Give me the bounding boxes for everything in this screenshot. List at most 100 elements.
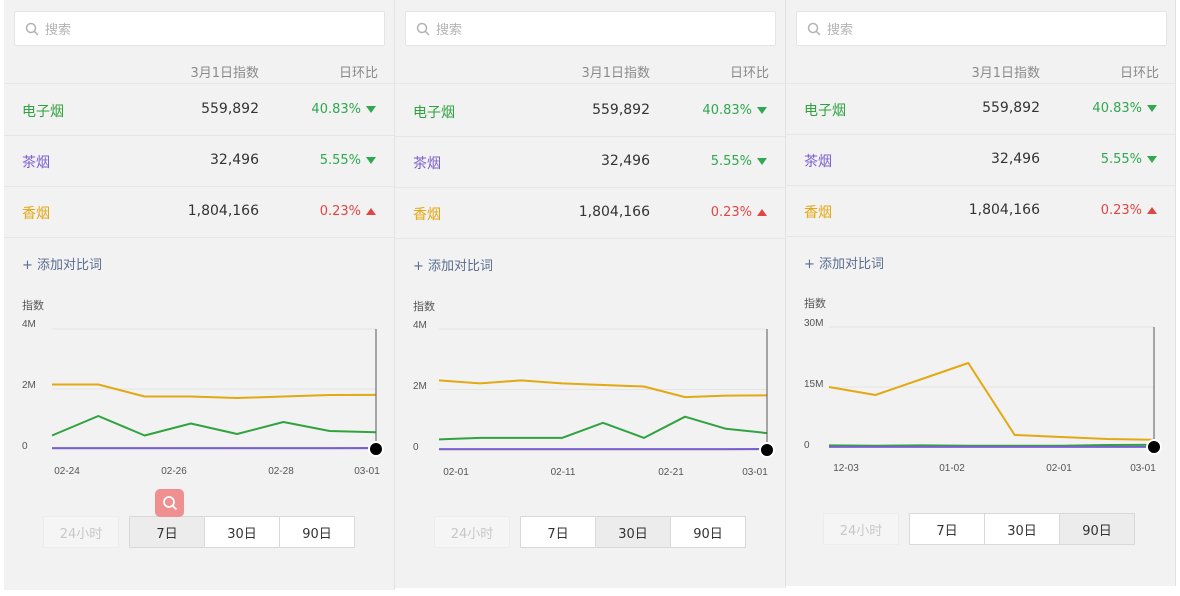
keyword-change: 40.83%	[311, 102, 376, 117]
x-tick-label: 03-01	[354, 466, 380, 477]
change-value: 0.23%	[319, 204, 361, 219]
triangle-down-icon	[366, 157, 376, 164]
keyword-row[interactable]: 香烟 1,804,166 0.23%	[395, 188, 785, 239]
keyword-name[interactable]: 电子烟	[22, 104, 64, 120]
add-compare-link[interactable]: + 添加对比词	[22, 258, 103, 273]
keyword-name[interactable]: 香烟	[22, 206, 50, 222]
x-tick-label: 03-01	[1130, 463, 1156, 474]
search-placeholder: 搜索	[827, 23, 854, 38]
search-placeholder: 搜索	[436, 23, 463, 38]
range-button-90日[interactable]: 90日	[1059, 513, 1135, 545]
keyword-row[interactable]: 茶烟 32,496 5.55%	[4, 136, 394, 187]
table-header: 3月1日指数 日环比	[4, 56, 394, 84]
index-column-header: 3月1日指数	[971, 66, 1040, 81]
keyword-change: 40.83%	[702, 103, 767, 118]
keyword-row[interactable]: 电子烟 559,892 40.83%	[4, 85, 394, 136]
keyword-index-value: 32,496	[210, 152, 259, 168]
change-value: 5.55%	[1100, 152, 1142, 167]
keyword-row[interactable]: 茶烟 32,496 5.55%	[786, 135, 1175, 186]
index-column-header: 3月1日指数	[190, 66, 259, 81]
keyword-name[interactable]: 电子烟	[413, 105, 455, 121]
keyword-index-value: 559,892	[201, 101, 259, 117]
range-button-30日[interactable]: 30日	[984, 513, 1060, 545]
x-tick-label: 02-26	[161, 466, 187, 477]
series-line-2	[828, 443, 1155, 447]
y-tick-label: 30M	[804, 318, 823, 329]
search-icon	[807, 22, 821, 36]
keyword-row[interactable]: 香烟 1,804,166 0.23%	[4, 187, 394, 238]
trend-panel-2: 搜索 3月1日指数 日环比 电子烟 559,892 40.83% 茶烟 32,496 5.…	[395, 0, 786, 588]
range-button-90日[interactable]: 90日	[670, 516, 746, 548]
y-tick-label: 0	[22, 441, 28, 452]
table-header: 3月1日指数 日环比	[786, 56, 1175, 84]
change-value: 0.23%	[710, 205, 752, 220]
table-header: 3月1日指数 日环比	[395, 56, 785, 84]
keyword-index-value: 1,804,166	[578, 204, 650, 220]
keyword-row[interactable]: 电子烟 559,892 40.83%	[395, 86, 785, 137]
add-compare-link[interactable]: + 添加对比词	[413, 259, 494, 274]
range-button-30日[interactable]: 30日	[595, 516, 671, 548]
keyword-change: 40.83%	[1092, 101, 1157, 116]
add-compare-link[interactable]: + 添加对比词	[804, 257, 885, 272]
x-tick-label: 02-21	[658, 467, 684, 478]
series-line-1	[438, 379, 768, 399]
range-button-24小时: 24小时	[823, 513, 899, 545]
x-tick-label: 01-02	[939, 463, 965, 474]
keyword-row[interactable]: 电子烟 559,892 40.83%	[786, 84, 1175, 135]
y-tick-label: 15M	[804, 379, 823, 390]
range-button-7日[interactable]: 7日	[909, 513, 985, 545]
search-input[interactable]: 搜索	[14, 11, 385, 46]
y-axis-label: 指数	[413, 299, 435, 313]
keyword-name[interactable]: 茶烟	[804, 154, 832, 170]
change-column-header: 日环比	[1119, 66, 1159, 81]
keyword-change: 0.23%	[1101, 203, 1157, 218]
keyword-name[interactable]: 茶烟	[22, 155, 50, 171]
triangle-down-icon	[1147, 105, 1157, 112]
series-line-2	[438, 415, 768, 441]
range-button-24小时: 24小时	[434, 516, 510, 548]
series-line-1	[52, 383, 377, 399]
change-value: 40.83%	[1092, 101, 1142, 116]
time-range-selector: 24小时 7日 30日 90日	[434, 516, 746, 548]
keyword-name[interactable]: 电子烟	[804, 103, 846, 119]
time-range-selector: 24小时 7日 30日 90日	[823, 513, 1135, 545]
magnifier-icon	[162, 496, 177, 511]
x-tick-label: 02-01	[443, 467, 469, 478]
keyword-name[interactable]: 茶烟	[413, 156, 441, 172]
range-button-7日[interactable]: 7日	[520, 516, 596, 548]
keyword-row[interactable]: 茶烟 32,496 5.55%	[395, 137, 785, 188]
change-value: 5.55%	[319, 153, 361, 168]
zoom-search-button[interactable]	[155, 489, 184, 517]
change-value: 40.83%	[311, 102, 361, 117]
keyword-index-value: 559,892	[982, 100, 1040, 116]
range-button-7日[interactable]: 7日	[129, 516, 205, 548]
hover-cursor-dot	[759, 442, 775, 458]
triangle-down-icon	[757, 107, 767, 114]
x-tick-label: 02-24	[54, 466, 80, 477]
keyword-index-value: 32,496	[991, 151, 1040, 167]
triangle-down-icon	[757, 158, 767, 165]
keyword-name[interactable]: 香烟	[413, 207, 441, 223]
x-tick-label: 02-11	[551, 467, 576, 478]
keyword-index-value: 559,892	[592, 102, 650, 118]
range-button-30日[interactable]: 30日	[204, 516, 280, 548]
search-input[interactable]: 搜索	[796, 11, 1167, 46]
keyword-row[interactable]: 香烟 1,804,166 0.23%	[786, 186, 1175, 237]
range-button-90日[interactable]: 90日	[279, 516, 355, 548]
keyword-change: 5.55%	[1101, 152, 1157, 167]
y-axis-label: 指数	[22, 298, 44, 312]
trend-chart: 指数 4M 2M 0 02-01 02-11 02-21 03-01	[413, 299, 775, 478]
keyword-index-value: 32,496	[601, 153, 650, 169]
search-input[interactable]: 搜索	[405, 11, 776, 46]
triangle-down-icon	[1147, 156, 1157, 163]
keyword-name[interactable]: 香烟	[804, 205, 832, 221]
range-button-24小时: 24小时	[43, 516, 119, 548]
x-tick-label: 03-01	[742, 467, 768, 478]
time-range-selector: 24小时 7日 30日 90日	[43, 516, 355, 548]
search-icon	[416, 22, 430, 36]
keyword-change: 0.23%	[320, 204, 376, 219]
y-tick-label: 0	[413, 442, 419, 453]
series-line-2	[51, 415, 377, 437]
change-column-header: 日环比	[338, 66, 378, 81]
y-tick-label: 2M	[413, 381, 427, 392]
